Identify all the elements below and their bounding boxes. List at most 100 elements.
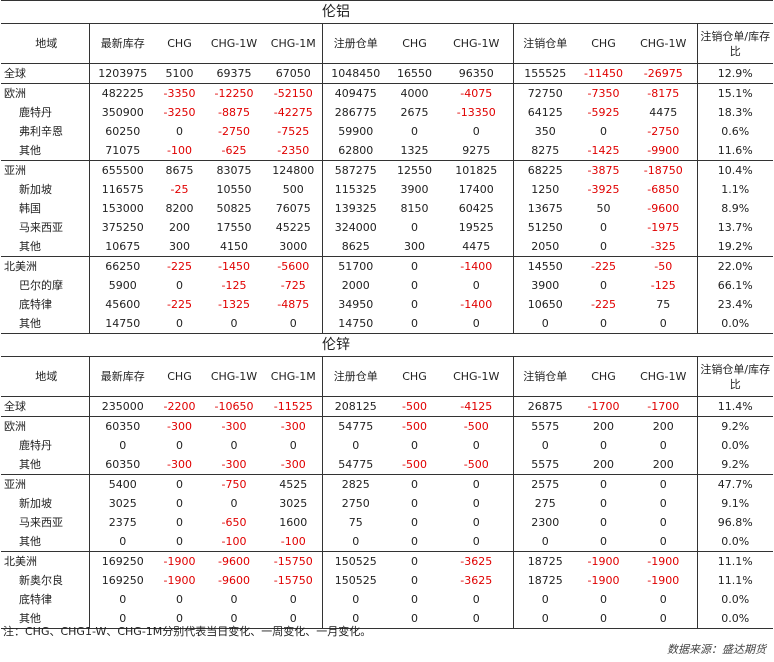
table-cell: -3925 [587,183,620,196]
column-header: CHG [389,23,440,64]
section-title-spacer [1,0,322,24]
table-cell: 150525 [321,551,389,571]
inventory-table: 伦铝 地域 最新库存 CHG CHG-1W CHG-1M 注册仓单 CHG CHG-1W 注销仓单… [1,0,773,629]
table-cell: 0 [411,279,418,292]
table-cell: -4125 [460,400,493,413]
region-name: 亚洲 [1,474,89,494]
table-cell: 9.2% [696,455,773,475]
table-cell: 169250 [88,571,156,590]
table-cell: -3350 [156,83,203,103]
table-cell: 300 [169,240,190,253]
table-cell: 0 [472,125,480,138]
table-row: 全球 1203975 5100 69375 67050 1048450 16550 96350… [1,63,773,84]
table-cell: -1450 [203,256,265,276]
data-source: 数据来源：盛达期货 [667,643,766,656]
table-cell: 11.4% [696,396,773,417]
table-cell: 8150 [400,202,429,215]
table-cell: 0.0% [696,314,773,334]
table-row: 鹿特丹 0 0 0 0 0 0 0 0 0 0 0.0% [1,436,773,455]
table-cell: 54775 [321,455,389,475]
table-cell: 15.1% [696,83,773,103]
column-header: 注册仓单 [321,356,389,397]
table-row: 鹿特丹 350900 -3250 -8875 -42275 286775 2675 -1335… [1,103,773,122]
section-title: 伦锌 [322,333,773,357]
table-cell: -300 [280,458,306,471]
header-row: 地域 最新库存 CHG CHG-1W CHG-1M 注册仓单 CHG CHG-1W 注销仓单 CH… [1,23,773,64]
table-cell: 0 [265,609,322,629]
table-cell: 0 [472,593,480,606]
column-header: 最新库存 [88,356,156,397]
table-cell: -125 [650,279,676,292]
table-cell: -100 [280,535,306,548]
region-name: 欧洲 [1,416,89,436]
table-row: 新奥尔良 169250 -1900 -9600 -15750 150525 0 -3625 18… [1,571,773,590]
table-cell: 19.2% [696,237,773,257]
column-header: CHG [156,23,203,64]
table-cell: 0.0% [696,436,773,455]
table-cell: -300 [156,416,203,436]
table-cell: -12250 [203,83,265,103]
region-name: 其他 [19,240,41,253]
table-cell: 0 [411,574,418,587]
table-cell: 0 [321,532,389,552]
table-cell: 17400 [458,183,494,196]
table-cell: 10550 [216,183,252,196]
table-row: 北美洲 66250 -225 -1450 -5600 51700 0 -1400 14550 -2… [1,256,773,276]
table-cell: 0 [600,125,607,138]
table-cell: -1900 [587,574,620,587]
table-cell: -9900 [647,144,680,157]
region-name: 北美洲 [1,256,89,276]
column-header: CHG-1W [203,23,265,64]
table-cell: 482225 [88,83,156,103]
table-cell: 200 [630,416,697,436]
table-cell: -2750 [647,125,680,138]
table-cell: 9.2% [696,416,773,436]
table-cell: 2825 [321,474,389,494]
table-cell: 0.0% [696,590,773,609]
table-cell: 45225 [275,221,311,234]
table-cell: -500 [402,458,427,471]
table-cell: -18750 [630,160,697,180]
table-cell: -1400 [460,298,493,311]
table-cell: 0 [472,439,480,452]
region-name: 新奥尔良 [19,574,63,587]
column-header: CHG [389,356,440,397]
table-cell: 0 [411,593,418,606]
table-cell: 66250 [88,256,156,276]
table-cell: -1975 [647,221,680,234]
table-cell: 0 [289,593,297,606]
table-cell: -1900 [577,551,630,571]
table-cell: 60250 [88,122,156,141]
table-cell: -10650 [214,400,254,413]
table-row: 新加坡 116575 -25 10550 500 115325 3900 17400 1250-… [1,180,773,199]
table-cell: 286775 [321,103,389,122]
table-cell: 0 [472,535,480,548]
table-cell: 3025 [279,497,308,510]
table-cell: 75 [656,298,671,311]
table-cell: 66.1% [696,276,773,295]
table-cell: -1425 [587,144,620,157]
table-cell: 4150 [220,240,248,253]
table-cell: 2000 [321,276,389,295]
table-cell: 0 [156,474,203,494]
table-cell: 11.1% [696,571,773,590]
table-cell: 0 [265,314,322,334]
table-cell: 0 [176,125,183,138]
table-row: 亚洲 5400 0 -750 4525 2825 0 0 2575 0 0 47.7% [1,474,773,494]
table-cell: 0 [411,439,418,452]
table-cell: 13675 [512,199,577,218]
table-cell: -7350 [577,83,630,103]
table-cell: -125 [221,279,247,292]
table-cell: 14550 [512,256,577,276]
table-cell: 500 [282,183,304,196]
table-cell: -3625 [440,551,513,571]
column-header: 地域 [1,356,89,397]
table-cell: -1900 [163,574,196,587]
table-cell: -9600 [218,574,250,587]
region-name: 新加坡 [19,497,52,510]
column-header: 注册仓单 [321,23,389,64]
table-cell: -9600 [647,202,680,215]
table-cell: 0.0% [696,532,773,552]
section-title: 伦铝 [322,0,773,24]
table-cell: 200 [577,416,630,436]
